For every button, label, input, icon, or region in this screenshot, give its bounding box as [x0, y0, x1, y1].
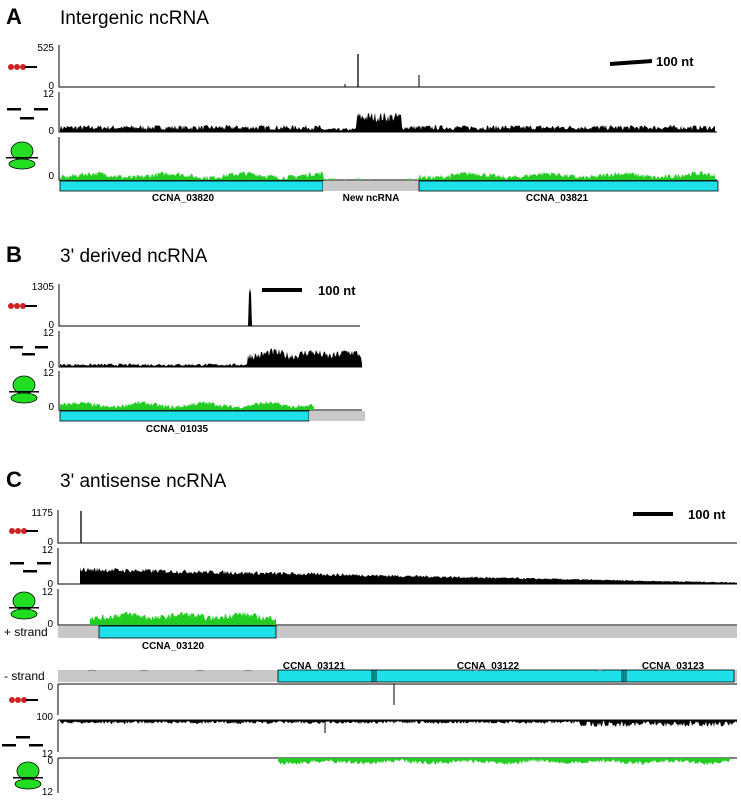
minus-track3-bottom-label: 12 [42, 787, 54, 798]
scale-bar [609, 59, 653, 66]
scale-bar-label: 100 nt [688, 507, 726, 522]
ribosome-icon [13, 761, 43, 790]
plus-strand-label: + strand [4, 625, 48, 639]
rna-coverage-signal [60, 348, 362, 367]
track1-max-label: 1305 [32, 282, 55, 293]
fragment-reads-icon [7, 108, 48, 120]
minus-track1-bottom-label: 100 [36, 712, 53, 723]
rna-coverage-signal [60, 112, 715, 132]
track1-min-label: 0 [48, 81, 54, 92]
tss-capped-read-icon [9, 697, 38, 703]
gene-label: CCNA_03120 [142, 641, 205, 652]
ribosome-icon [9, 375, 39, 404]
minus-track3-top-label: 0 [47, 756, 53, 767]
track2-min-label: 0 [48, 126, 54, 137]
track3-axis [57, 589, 737, 626]
track1-min-label: 0 [48, 320, 54, 331]
minus-rna-coverage-signal [60, 720, 737, 727]
panel-a: A Intergenic ncRNA 525 0 12 0 0 [6, 4, 719, 204]
gene-label: CCNA_03821 [526, 193, 589, 204]
gene-label: CCNA_03122 [457, 661, 520, 672]
gene-boundaries [371, 670, 627, 682]
track2-min-label: 0 [47, 579, 53, 590]
fragment-reads-icon [2, 736, 43, 747]
panel-title: 3' derived ncRNA [60, 246, 208, 267]
gene-ccna-03820 [59, 180, 324, 192]
track2-max-label: 12 [43, 328, 55, 339]
ncrna-new [323, 181, 419, 191]
track2-max-label: 12 [42, 545, 54, 556]
ribosome-icon [6, 141, 38, 170]
track1-max-label: 525 [37, 43, 54, 54]
minus-strand-label: - strand [4, 669, 45, 683]
tss-capped-read-icon [9, 528, 38, 534]
panel-title: Intergenic ncRNA [60, 8, 209, 29]
gene-ccna-01035 [59, 410, 310, 422]
panel-b: B 3' derived ncRNA 1305 0 12 0 12 0 [6, 242, 365, 435]
track2-min-label: 0 [48, 360, 54, 371]
tss-capped-read-icon [8, 303, 37, 309]
panel-c: C 3' antisense ncRNA 1175 0 12 0 12 0 [2, 467, 737, 798]
ribosome-icon [9, 591, 39, 620]
gene-ccna-03123 [623, 669, 735, 683]
gene-label: CCNA_03820 [152, 193, 215, 204]
tss-peak [248, 288, 252, 326]
track3-min-label: 0 [48, 171, 54, 182]
minus-track2-bottom-label: 12 [42, 749, 54, 760]
ribosome-coverage-signal [60, 401, 314, 410]
panel-title: 3' antisense ncRNA [60, 471, 227, 492]
track3-max-label: 12 [42, 587, 54, 598]
minus-track1-axis [57, 683, 737, 715]
gene-ccna-03821 [418, 180, 719, 192]
ribosome-coverage-signal [60, 171, 715, 180]
track3-max-label: 12 [43, 368, 55, 379]
track3-min-label: 0 [48, 402, 54, 413]
gene-ccna-03120 [98, 625, 277, 639]
scale-bar-label: 100 nt [656, 54, 694, 69]
minus-ribosome-coverage-signal [278, 758, 730, 765]
fragment-reads-icon [10, 346, 48, 356]
panel-letter: A [6, 4, 22, 29]
panel-letter: B [6, 242, 22, 267]
scale-bar-label: 100 nt [318, 283, 356, 298]
rna-coverage-signal [80, 567, 737, 584]
track3-min-label: 0 [47, 619, 53, 630]
track2-max-label: 12 [43, 89, 55, 100]
ribosome-coverage-signal [90, 611, 276, 625]
gene-label: CCNA_03121 [283, 661, 346, 672]
fragment-reads-icon [10, 562, 51, 573]
gene-label: CCNA_01035 [146, 424, 209, 435]
ncrna-label: New ncRNA [343, 193, 400, 204]
minus-track1-top-label: 0 [47, 682, 53, 693]
ncrna-region [309, 411, 365, 421]
gene-label: CCNA_03123 [642, 661, 705, 672]
track1-max-label: 1175 [31, 508, 53, 519]
minus-strand-ticks [87, 669, 605, 672]
tss-capped-read-icon [8, 64, 37, 70]
track1-axis [57, 510, 737, 544]
track1-axis [58, 45, 715, 88]
track1-axis [58, 284, 360, 327]
panel-letter: C [6, 467, 22, 492]
track1-min-label: 0 [47, 537, 53, 548]
